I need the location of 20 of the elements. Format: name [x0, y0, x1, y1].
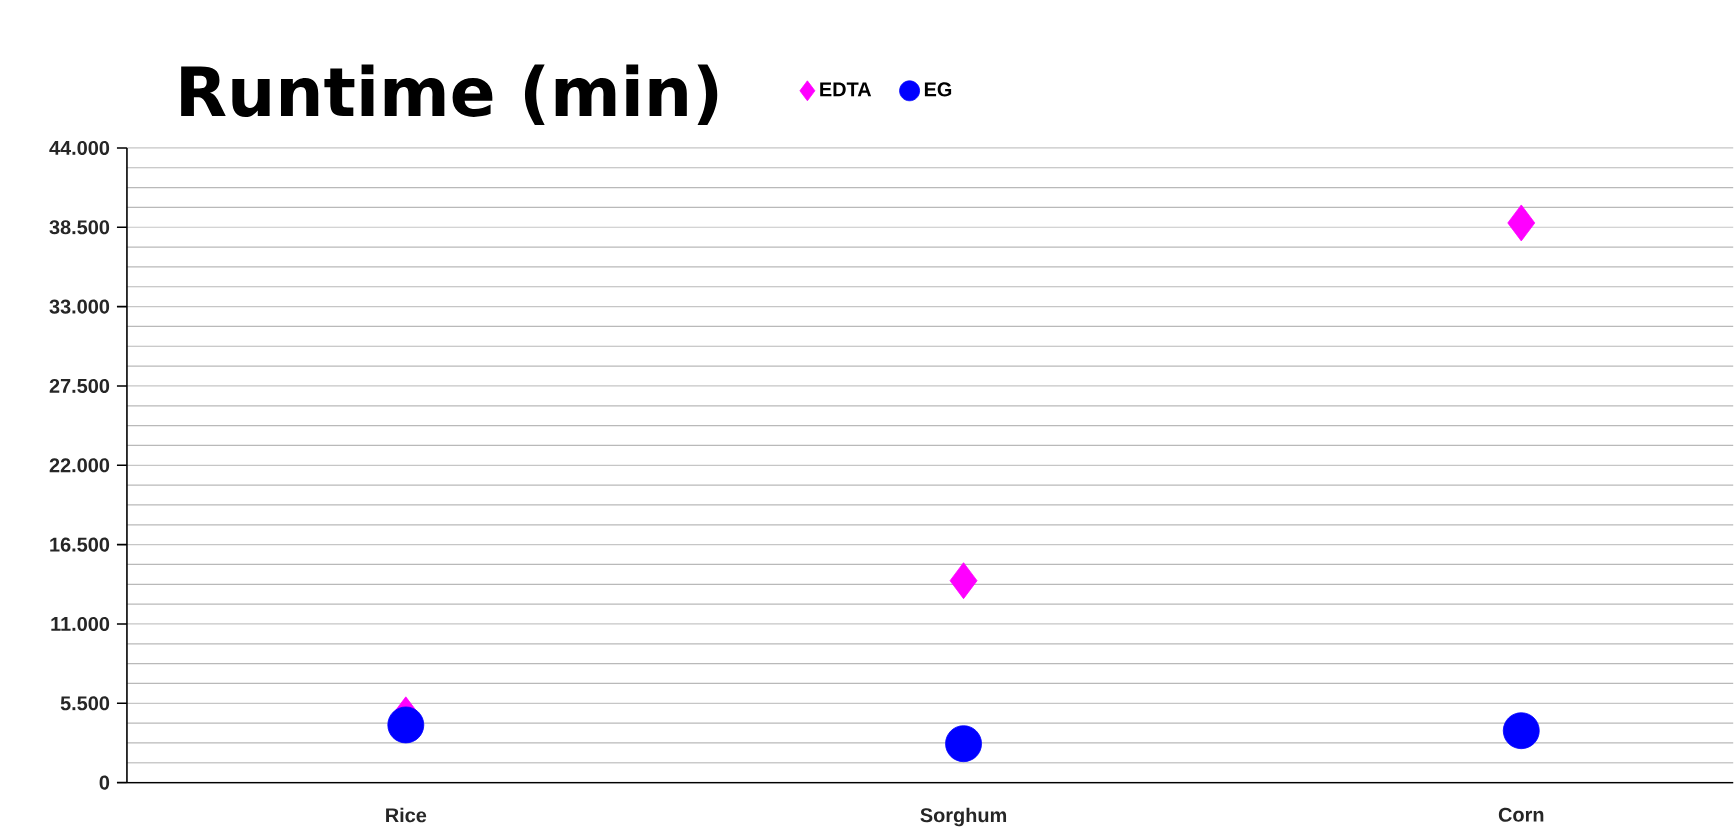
- y-tick-label: 27.500: [49, 378, 110, 393]
- y-tick-label: 5.500: [60, 696, 110, 711]
- y-tick-label: 44.000: [49, 140, 110, 155]
- point: [387, 706, 425, 744]
- point: [949, 562, 978, 600]
- x-tick-label: Corn: [1498, 807, 1544, 822]
- y-tick-label: 16.500: [50, 537, 110, 552]
- legend-label: EDTA: [820, 82, 872, 97]
- point: [1502, 712, 1540, 750]
- y-tick-label: 22.000: [49, 458, 110, 473]
- y-tick-label: 11.000: [51, 616, 110, 632]
- x-tick-label: Sorghum: [920, 807, 1007, 827]
- chart-title: Runtime (min): [181, 64, 718, 125]
- y-tick-label: 0: [99, 775, 110, 790]
- legend-label: EG: [924, 82, 952, 97]
- x-tick-label: Rice: [386, 807, 427, 823]
- y-tick-label: 38.500: [49, 220, 110, 235]
- y-tick-label: 33.000: [49, 299, 110, 314]
- point: [945, 725, 982, 763]
- point: [1507, 204, 1536, 242]
